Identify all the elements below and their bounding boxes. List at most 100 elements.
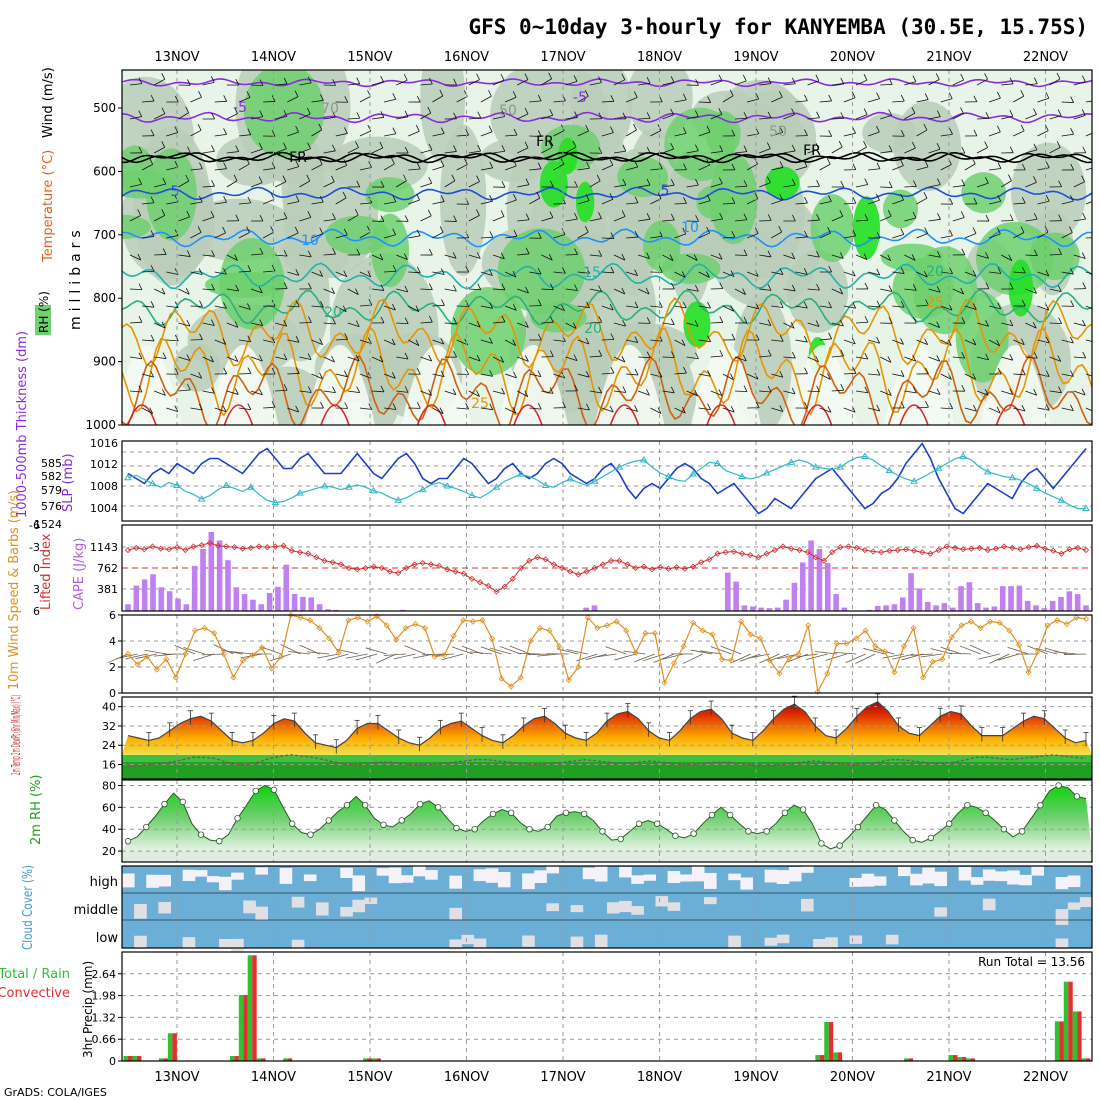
wind-barb: [928, 322, 940, 329]
wind-barb: [819, 338, 832, 341]
wind-barb: [190, 168, 203, 171]
wind-barb: [359, 339, 372, 345]
lifted-index-marker: [984, 547, 991, 554]
tick-label: 800: [93, 291, 116, 305]
wind10-barb: [930, 648, 952, 655]
wind-barb: [129, 183, 142, 188]
wind-barb: [928, 254, 941, 258]
wind-barb: [771, 96, 783, 103]
cape-bar: [1041, 608, 1048, 611]
cape-bar: [891, 604, 898, 611]
clear-middle: [352, 899, 365, 913]
rh2m-area: [122, 785, 1092, 862]
lifted-index-marker: [771, 547, 778, 554]
lifted-index-marker: [378, 564, 385, 572]
wind10-barb: [365, 647, 387, 655]
thickness-marker: [787, 458, 796, 465]
wind-barb: [287, 232, 299, 239]
clear-low: [461, 934, 475, 945]
clear-middle: [255, 906, 268, 920]
wind10-marker: [450, 632, 457, 639]
wind-barb: [759, 83, 772, 86]
rh-marker: [891, 817, 898, 824]
thickness-tick: 579: [41, 484, 62, 497]
wind-barb: [1061, 407, 1074, 412]
warm-isotherm: [706, 404, 736, 425]
wind10-barb: [1045, 648, 1067, 655]
cape-bar: [883, 605, 889, 611]
clear-high: [473, 869, 487, 882]
wind-barb: [202, 150, 215, 154]
wind-barb: [262, 198, 275, 205]
wind-barb: [190, 407, 203, 411]
day-label-bottom: 18NOV: [637, 1070, 682, 1085]
wind10-barb: [499, 646, 521, 655]
wind-barb: [129, 116, 142, 120]
wind-barb: [166, 235, 179, 239]
wind-barb: [916, 233, 928, 239]
lifted-index-marker: [1017, 546, 1024, 553]
wind-barb: [904, 356, 916, 362]
wind-barb: [698, 131, 711, 137]
wind-barb: [734, 390, 748, 393]
wind-barb: [480, 373, 493, 377]
wind-barb: [311, 164, 323, 171]
wind-barb: [940, 339, 952, 346]
wind-barb: [771, 271, 784, 275]
wind-barb: [698, 271, 710, 278]
rh2m-panel: 80 60 40 20 2m RH (%): [29, 774, 1093, 863]
lifted-index-marker: [583, 568, 590, 575]
rh-marker: [818, 840, 825, 847]
wind-barb: [964, 407, 977, 412]
lifted-index-marker: [951, 544, 959, 551]
wind-barb: [408, 235, 421, 239]
clear-high: [594, 866, 608, 882]
wind-barb: [855, 390, 868, 394]
rh-marker: [580, 810, 588, 818]
wind-barb: [178, 254, 191, 257]
lifted-index-marker: [689, 563, 697, 570]
wind-barb: [166, 407, 178, 412]
clear-low: [728, 935, 741, 949]
wind-barb: [783, 114, 795, 120]
lifted-index-marker: [231, 544, 238, 551]
contour-label: 5: [661, 183, 670, 199]
rh-marker: [325, 817, 332, 824]
clear-high: [303, 874, 317, 882]
rh-marker: [1037, 801, 1044, 809]
wind-barb: [275, 218, 288, 222]
wind-barb: [868, 407, 880, 412]
wind-barb: [323, 150, 336, 154]
wind-barb: [396, 322, 409, 325]
thickness-marker: [983, 467, 992, 475]
wind-barb: [480, 407, 493, 411]
rh-moist-region: [439, 124, 487, 276]
wind-barb: [263, 167, 276, 171]
wind-barb: [383, 373, 396, 379]
wind10-barb: [393, 653, 416, 660]
wind-barb: [335, 305, 347, 313]
lifted-index-marker: [919, 549, 926, 556]
thickness-marker: [1082, 504, 1090, 512]
thickness-marker: [959, 452, 968, 459]
clear-middle: [934, 907, 947, 917]
rh-marker: [836, 842, 843, 849]
lifted-index-marker: [1033, 542, 1040, 549]
lifted-index-axis-label: Lifted Index: [39, 533, 54, 610]
wind-barb: [880, 390, 892, 396]
wind-barb: [1037, 167, 1050, 171]
rh-marker: [289, 820, 296, 827]
wind-barb: [759, 322, 772, 326]
wind-barb: [178, 180, 189, 188]
rh-humid-region: [325, 215, 390, 255]
thickness-marker: [836, 463, 845, 470]
wind-barb: [904, 390, 917, 394]
wind10-grid: [122, 615, 1092, 693]
wind-barb: [335, 373, 348, 378]
wind-barb: [577, 231, 589, 239]
wind-barb: [214, 271, 227, 275]
wind10-frame: [121, 614, 1093, 694]
rh-marker: [763, 828, 770, 835]
wind-barb: [613, 150, 626, 154]
lifted-index-tick: 6: [33, 605, 40, 618]
